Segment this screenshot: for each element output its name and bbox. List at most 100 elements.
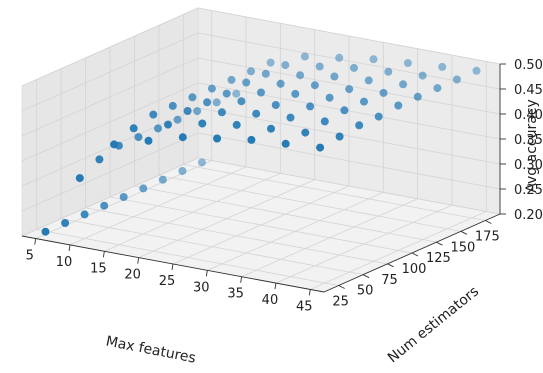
grid-line-y <box>85 207 388 265</box>
data-point <box>291 89 300 98</box>
data-point <box>134 133 143 142</box>
data-point <box>232 120 241 129</box>
data-point <box>325 93 334 102</box>
data-point <box>267 124 275 133</box>
y-tick-label: 125 <box>426 251 451 266</box>
y-tick-label: 150 <box>450 240 475 255</box>
grid-line-z <box>197 107 501 165</box>
grid-line-y <box>134 185 437 243</box>
data-point <box>384 67 393 76</box>
x-tick-label: 40 <box>262 293 279 308</box>
data-point <box>212 98 221 107</box>
grid-line-z <box>21 32 199 112</box>
data-point <box>403 59 412 68</box>
grid-line-z <box>21 132 199 212</box>
data-point <box>227 75 236 84</box>
x-tick-label: 15 <box>90 261 107 276</box>
data-point <box>119 193 128 201</box>
y-tick-label: 100 <box>402 262 427 277</box>
grid-line-z <box>197 32 501 90</box>
z-tick-label: 0.35 <box>514 133 543 148</box>
data-point <box>276 79 285 88</box>
data-point <box>374 112 383 121</box>
data-point <box>335 132 344 141</box>
x-tick-label: 30 <box>193 280 210 295</box>
data-point <box>80 210 89 219</box>
z-tick-label: 0.45 <box>514 83 543 98</box>
data-point <box>399 80 408 89</box>
data-point <box>257 88 265 97</box>
y-tick <box>387 263 394 268</box>
data-point <box>345 85 354 94</box>
grid-line-z <box>21 7 199 87</box>
data-point <box>247 135 256 144</box>
data-point <box>330 72 339 81</box>
data-point <box>178 167 187 175</box>
data-point <box>237 97 246 106</box>
data-point <box>164 120 172 129</box>
grid-line-y <box>109 196 413 254</box>
y-tick <box>411 252 419 257</box>
x-tick <box>102 251 105 258</box>
data-point <box>183 107 192 115</box>
data-point <box>379 88 388 97</box>
data-point <box>129 124 138 133</box>
data-point <box>315 62 324 71</box>
data-point <box>306 102 315 111</box>
data-point <box>173 115 182 124</box>
y-tick <box>460 230 468 235</box>
data-point <box>350 63 358 72</box>
x-tick-label: 10 <box>56 255 73 270</box>
grid-line-z <box>197 7 501 65</box>
data-point <box>168 101 177 110</box>
x-tick <box>308 289 311 296</box>
y-axis-label: Num estimators <box>385 283 482 366</box>
y-tick-label: 50 <box>357 284 374 299</box>
y-tick-label: 75 <box>381 273 398 288</box>
x-axis-label: Max features <box>104 334 197 367</box>
data-point <box>301 128 310 137</box>
data-point <box>247 67 255 76</box>
data-point <box>281 139 290 148</box>
data-point <box>316 143 325 152</box>
data-point <box>394 101 403 110</box>
y-tick <box>338 285 345 289</box>
x-tick-label: 45 <box>296 299 313 314</box>
data-point <box>369 55 378 64</box>
data-point <box>281 61 290 70</box>
x-tick-label: 35 <box>227 287 244 302</box>
data-point <box>300 52 309 61</box>
data-point <box>310 81 319 90</box>
data-point <box>193 107 202 116</box>
x-tick-label: 25 <box>159 274 176 289</box>
y-tick-label: 25 <box>332 295 349 310</box>
x-tick <box>205 270 208 277</box>
data-point <box>95 155 104 164</box>
data-point <box>198 119 207 128</box>
data-point <box>178 133 187 142</box>
data-point <box>360 97 368 106</box>
data-point <box>472 66 481 75</box>
data-point <box>271 101 280 109</box>
x-tick <box>34 238 37 245</box>
data-point <box>433 84 442 93</box>
x-tick <box>137 257 140 264</box>
data-point <box>320 117 329 126</box>
data-point <box>452 75 461 84</box>
x-tick-label: 20 <box>124 268 141 283</box>
grid-line-z <box>21 82 199 162</box>
data-point <box>232 89 241 98</box>
data-point <box>335 53 344 62</box>
x-tick-label: 5 <box>26 249 34 264</box>
data-point <box>413 92 422 101</box>
z-tick-label: 0.50 <box>514 58 543 73</box>
grid-line-z <box>21 57 199 137</box>
grid-line-y <box>158 174 461 232</box>
data-point <box>149 110 158 119</box>
data-point <box>197 158 206 167</box>
grid-line-y <box>61 218 364 276</box>
z-tick-label: 0.20 <box>514 208 543 223</box>
data-point <box>61 219 70 227</box>
